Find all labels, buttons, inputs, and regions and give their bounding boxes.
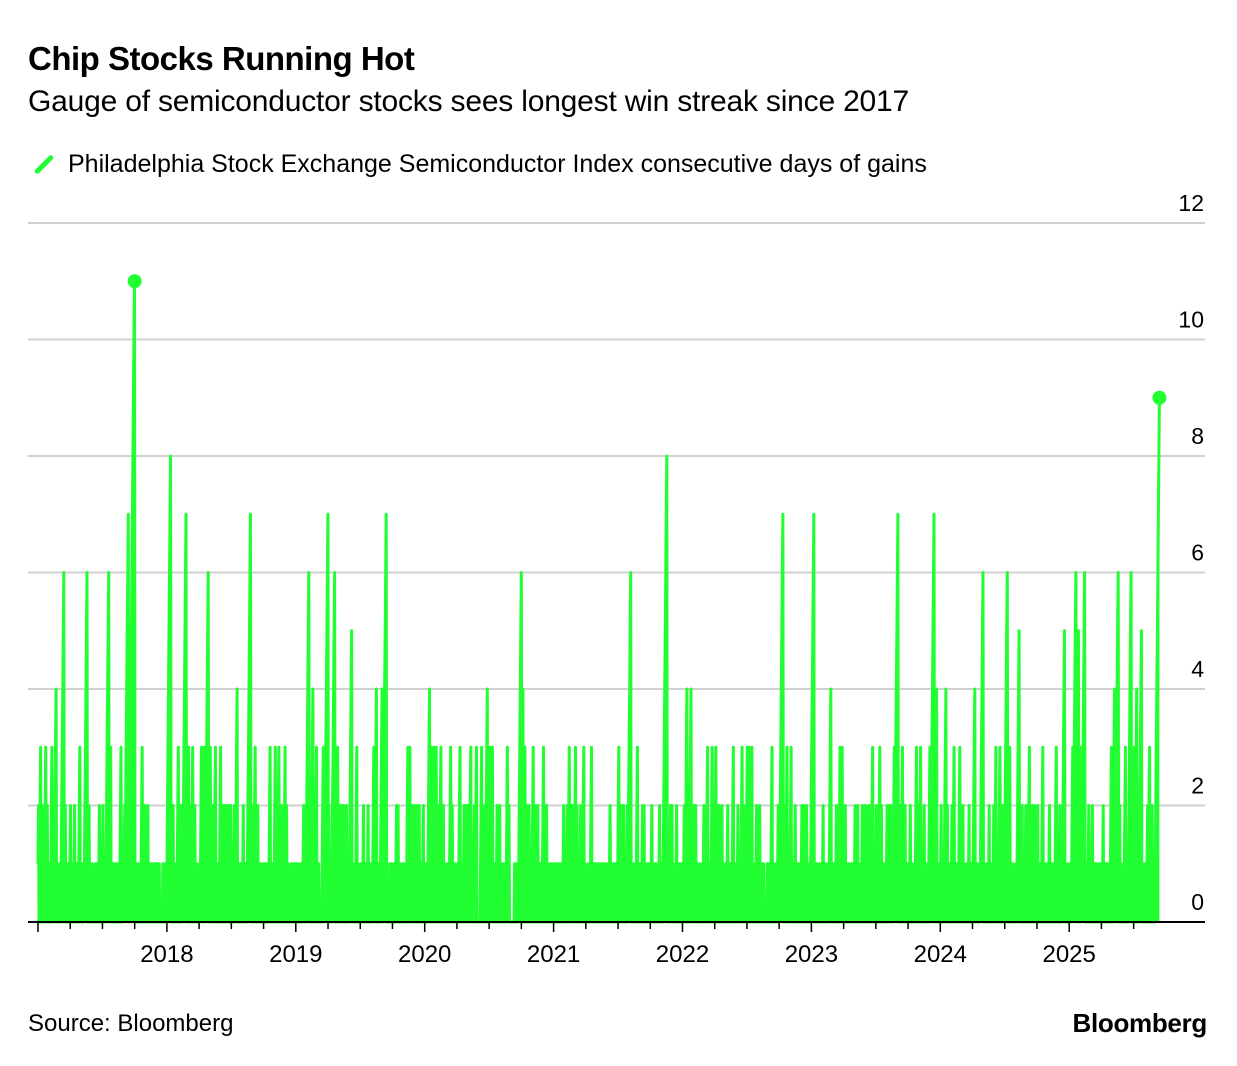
y-tick-label: 2 bbox=[1191, 773, 1204, 799]
x-tick-label: 2025 bbox=[1042, 941, 1095, 968]
x-tick-label: 2023 bbox=[785, 941, 838, 968]
markers bbox=[127, 274, 1167, 405]
y-tick-label: 10 bbox=[1178, 307, 1204, 333]
x-tick-label: 2019 bbox=[269, 941, 322, 968]
chart-title: Chip Stocks Running Hot bbox=[28, 40, 415, 77]
peak-marker bbox=[127, 274, 142, 289]
y-tick-label: 0 bbox=[1191, 889, 1204, 915]
bloomberg-logo: Bloomberg bbox=[1072, 1008, 1207, 1038]
axes: 0 2 4 6 8 10 12 2018 2019 2020 2021 2022 2023 2024 202… bbox=[28, 190, 1205, 968]
x-tick-label: 2022 bbox=[656, 941, 709, 968]
series-line bbox=[36, 279, 1161, 924]
chart-area: 0 2 4 6 8 10 12 2018 2019 2020 2021 2022 2023 2024 202… bbox=[28, 190, 1205, 968]
y-tick-label: 12 bbox=[1178, 190, 1204, 216]
grid-lines bbox=[28, 222, 1205, 807]
peak-marker bbox=[1152, 390, 1167, 405]
x-tick-label: 2021 bbox=[527, 941, 580, 968]
y-tick-label: 4 bbox=[1191, 656, 1204, 682]
x-tick-label: 2018 bbox=[140, 941, 193, 968]
x-tick-label: 2020 bbox=[398, 941, 451, 968]
source-note: Source: Bloomberg bbox=[28, 1010, 234, 1037]
chart-subtitle: Gauge of semiconductor stocks sees longe… bbox=[28, 85, 910, 118]
y-tick-label: 8 bbox=[1191, 423, 1204, 449]
series-layer bbox=[36, 279, 1161, 924]
y-tick-label: 6 bbox=[1191, 540, 1204, 566]
legend: Philadelphia Stock Exchange Semiconducto… bbox=[30, 148, 927, 180]
legend-label: Philadelphia Stock Exchange Semiconducto… bbox=[68, 149, 927, 178]
x-tick-label: 2024 bbox=[914, 941, 967, 968]
